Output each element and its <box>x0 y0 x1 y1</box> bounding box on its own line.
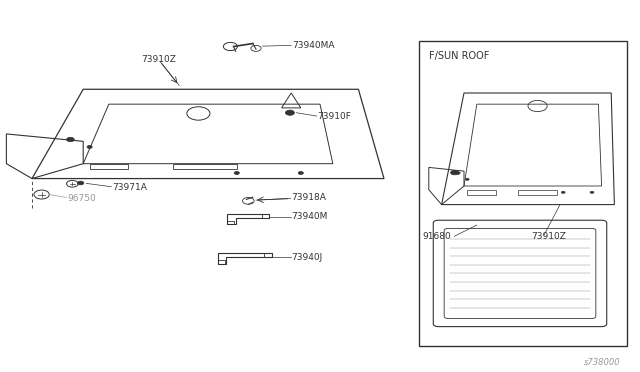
Circle shape <box>234 171 239 174</box>
Text: 73971A: 73971A <box>112 183 147 192</box>
Text: 73910Z: 73910Z <box>141 55 175 64</box>
Bar <box>419 41 627 346</box>
Text: 91680: 91680 <box>422 232 451 241</box>
Circle shape <box>298 171 303 174</box>
Text: 96750: 96750 <box>67 194 96 203</box>
FancyBboxPatch shape <box>433 220 607 327</box>
Text: 73910F: 73910F <box>317 112 351 121</box>
Text: s738000: s738000 <box>584 358 621 367</box>
Text: 73940J: 73940J <box>291 253 323 262</box>
Text: 73910Z: 73910Z <box>531 232 566 241</box>
FancyBboxPatch shape <box>444 228 596 318</box>
Text: 73918A: 73918A <box>291 193 326 202</box>
Circle shape <box>561 191 565 193</box>
Text: 73940M: 73940M <box>291 212 328 221</box>
Circle shape <box>67 137 74 142</box>
Circle shape <box>455 171 460 174</box>
Circle shape <box>590 191 594 193</box>
Text: F/SUN ROOF: F/SUN ROOF <box>429 51 489 61</box>
Circle shape <box>451 170 458 175</box>
Circle shape <box>285 110 294 115</box>
Circle shape <box>465 178 469 180</box>
Circle shape <box>87 145 92 148</box>
Text: 73940MA: 73940MA <box>292 41 334 50</box>
Circle shape <box>77 181 84 185</box>
